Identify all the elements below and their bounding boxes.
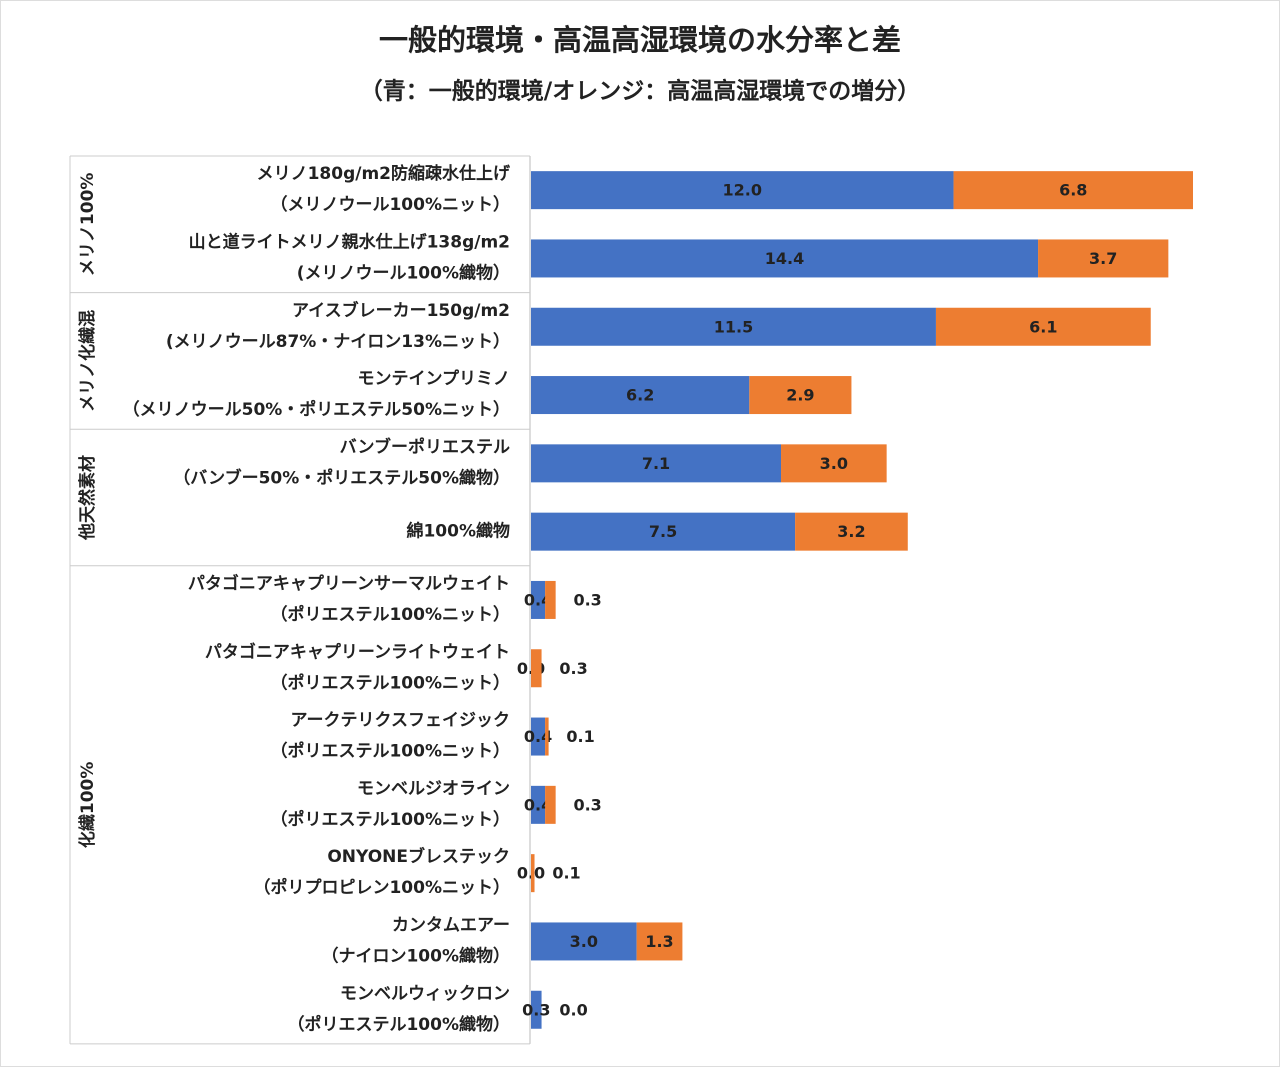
bar-segment xyxy=(749,376,852,415)
category-label: （メリノウール100%ニット） xyxy=(270,194,510,215)
category-label: 山と道ライトメリノ親水仕上げ138g/m2 xyxy=(189,231,510,252)
value-label: 1.3 xyxy=(645,932,673,951)
category-label: パタゴニアキャプリーンライトウェイト xyxy=(205,641,510,662)
value-label: 0.0 xyxy=(559,1000,587,1019)
bar-segment xyxy=(545,717,549,756)
chart-subtitle: （青：一般的環境/オレンジ：高温高湿環境での増分） xyxy=(360,78,920,105)
bar-segment xyxy=(781,444,887,483)
category-label: パタゴニアキャプリーンサーマルウェイト xyxy=(188,573,510,594)
group-label: メリノ100% xyxy=(78,173,98,277)
bar-segment xyxy=(531,649,542,688)
category-label: (メリノウール100%織物） xyxy=(297,262,510,283)
chart-title: 一般的環境・高温高湿環境の水分率と差 xyxy=(379,23,901,57)
bar-segment xyxy=(545,580,556,619)
value-label: 3.0 xyxy=(820,454,848,473)
value-label: 0.3 xyxy=(522,1000,550,1019)
bar-segment xyxy=(636,922,683,961)
value-label: 0.3 xyxy=(573,590,601,609)
category-label: （ポリエステル100%ニット） xyxy=(270,672,510,693)
bar-segment xyxy=(531,444,782,483)
bar-segment xyxy=(531,785,546,824)
value-label: 6.8 xyxy=(1059,181,1087,200)
value-label: 3.2 xyxy=(837,522,865,541)
category-label: (メリノウール87%・ナイロン13%ニット） xyxy=(166,331,510,352)
category-label: アークテリクスフェイジック xyxy=(291,711,510,731)
category-label: バンブーポリエステル xyxy=(340,436,510,457)
value-label: 14.4 xyxy=(765,249,804,268)
value-label: 0.1 xyxy=(566,727,594,746)
category-label: （ポリプロピレン100%ニット） xyxy=(253,877,510,898)
bar-segment xyxy=(953,171,1193,210)
value-label: 6.1 xyxy=(1029,317,1057,336)
group-label: メリノ化繊混 xyxy=(77,310,98,412)
bar-segment xyxy=(531,239,1039,278)
category-label: （メリノウール50%・ポリエステル50%ニット） xyxy=(123,399,510,420)
bar-segment xyxy=(531,854,535,893)
category-label: ONYONEブレステック xyxy=(327,846,510,867)
category-label: （ポリエステル100%ニット） xyxy=(270,604,510,625)
group-label: 化繊100% xyxy=(77,762,98,849)
category-label: モンテインプリミノ xyxy=(358,368,511,389)
value-label: 0.1 xyxy=(552,864,580,883)
bar-segment xyxy=(795,512,908,551)
value-label: 7.1 xyxy=(642,454,670,473)
value-label: 2.9 xyxy=(786,386,814,405)
bar-segment xyxy=(545,785,556,824)
bar-segment xyxy=(531,717,546,756)
category-label: モンベルウィックロン xyxy=(340,984,510,1004)
bar-segment xyxy=(531,990,542,1029)
bar-segment xyxy=(1038,239,1169,278)
category-label: （ナイロン100%織物） xyxy=(321,945,510,966)
category-label: メリノ180g/m2防縮疎水仕上げ xyxy=(257,163,511,184)
bar-segment xyxy=(531,171,954,210)
value-label: 12.0 xyxy=(723,181,762,200)
value-label: 3.0 xyxy=(570,932,598,951)
bar-segment xyxy=(935,307,1151,346)
category-label: モンベルジオライン xyxy=(357,779,510,799)
value-label: 0.3 xyxy=(559,659,587,678)
value-label: 11.5 xyxy=(714,317,753,336)
category-label: （ポリエステル100%ニット） xyxy=(270,741,510,762)
value-label: 6.2 xyxy=(626,386,654,405)
category-label: （ポリエステル100%織物） xyxy=(287,1014,510,1035)
category-label: アイスブレーカー150g/m2 xyxy=(292,300,510,321)
bar-segment xyxy=(531,580,546,619)
bar-segment xyxy=(531,922,637,961)
bar-segment xyxy=(531,376,750,415)
bar-segment xyxy=(531,307,936,346)
value-label: 0.3 xyxy=(573,795,601,814)
value-label: 3.7 xyxy=(1089,249,1117,268)
bar-segment xyxy=(531,512,796,551)
group-label: 他天然素材 xyxy=(77,455,98,541)
category-label: 綿100%織物 xyxy=(406,521,510,542)
category-label: （バンブー50%・ポリエステル50%織物） xyxy=(173,467,510,488)
category-label: カンタムエアー xyxy=(392,915,510,935)
category-label: （ポリエステル100%ニット） xyxy=(270,809,510,830)
value-label: 7.5 xyxy=(649,522,677,541)
